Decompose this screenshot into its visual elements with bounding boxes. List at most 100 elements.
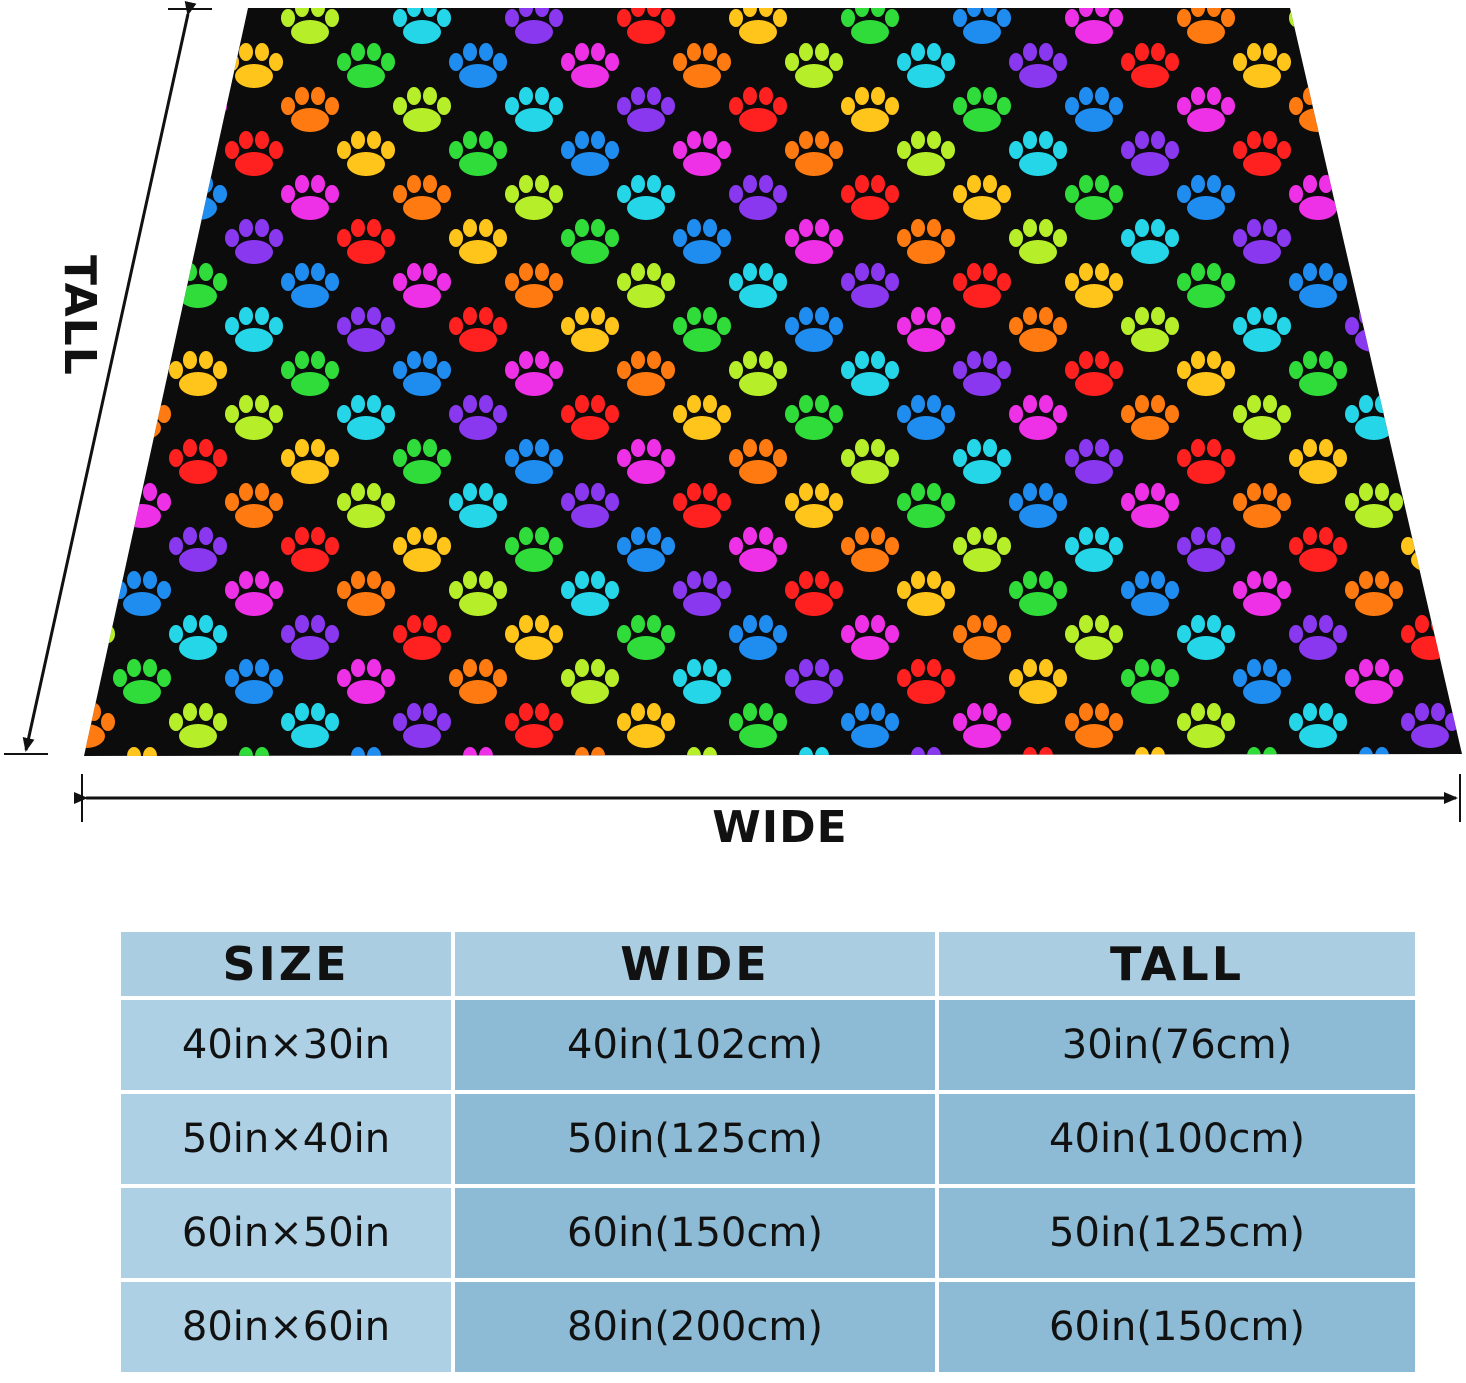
paw-print-icon (1289, 527, 1347, 572)
paw-print-icon (1233, 131, 1291, 176)
paw-print-icon (1121, 43, 1179, 88)
paw-print-icon (561, 131, 619, 176)
paw-print-icon (281, 8, 339, 44)
paw-print-icon (84, 8, 115, 44)
paw-print-icon (953, 175, 1011, 220)
paw-print-icon (1009, 307, 1067, 352)
paw-print-icon (841, 439, 899, 484)
paw-print-icon (505, 175, 563, 220)
paw-print-icon (1401, 439, 1459, 484)
paw-print-icon (1, 483, 59, 528)
paw-print-icon (1457, 405, 1462, 423)
paw-print-icon (673, 307, 731, 352)
paw-print-icon (1009, 571, 1067, 616)
paw-print-icon (281, 615, 339, 660)
paw-print-icon (1233, 395, 1291, 440)
size-cell: 50in×40in (121, 1094, 451, 1184)
paw-print-icon (841, 8, 899, 44)
paw-print-icon (393, 8, 451, 44)
paw-print-icon (1, 307, 59, 352)
paw-print-icon (113, 43, 171, 88)
paw-print-icon (575, 747, 605, 756)
paw-print-icon (1457, 229, 1462, 247)
paw-print-icon (841, 703, 899, 748)
paw-print-icon (505, 527, 563, 572)
paw-print-icon (953, 351, 1011, 396)
paw-print-icon (799, 747, 829, 756)
paw-print-icon (1289, 8, 1347, 44)
paw-print-icon (84, 615, 115, 660)
paw-print-icon (673, 571, 731, 616)
paw-print-icon (953, 615, 1011, 660)
paw-print-icon (1401, 351, 1459, 396)
paw-print-icon (1135, 747, 1165, 756)
paw-print-icon (561, 571, 619, 616)
paw-print-icon (729, 351, 787, 396)
size-cell: 40in×30in (121, 1000, 451, 1090)
paw-print-icon (449, 219, 507, 264)
paw-print-icon (785, 219, 843, 264)
paw-print-icon (225, 395, 283, 440)
paw-print-icon (281, 527, 339, 572)
paw-print-icon (505, 615, 563, 660)
paw-print-icon (225, 571, 283, 616)
paw-print-icon (785, 659, 843, 704)
paw-print-icon (1177, 8, 1235, 44)
paw-print-icon (1065, 527, 1123, 572)
wide-label: WIDE (712, 802, 848, 853)
size-cell: 60in×50in (121, 1188, 451, 1278)
paw-print-icon (1401, 175, 1459, 220)
table-header-row: SIZE WIDE TALL (121, 932, 1415, 996)
tall-cell: 30in(76cm) (939, 1000, 1415, 1090)
paw-print-icon (617, 263, 675, 308)
paw-print-icon (1023, 747, 1053, 756)
paw-print-icon (1, 571, 59, 616)
paw-print-icon (1065, 87, 1123, 132)
paw-print-icon (1457, 53, 1462, 71)
paw-print-icon (449, 571, 507, 616)
paw-print-icon (953, 263, 1011, 308)
wide-cell: 40in(102cm) (455, 1000, 935, 1090)
paw-print-icon (1289, 175, 1347, 220)
paw-print-icon (841, 527, 899, 572)
paw-print-icon (1121, 659, 1179, 704)
paw-print-icon (281, 439, 339, 484)
paw-print-icon (785, 307, 843, 352)
paw-print-icon (1457, 581, 1462, 599)
paw-print-icon (337, 219, 395, 264)
paw-print-icon (561, 659, 619, 704)
paw-print-icon (953, 527, 1011, 572)
tall-cell: 60in(150cm) (939, 1282, 1415, 1372)
paw-print-icon (785, 43, 843, 88)
paw-print-icon (337, 571, 395, 616)
paw-print-icon (1177, 615, 1235, 660)
paw-print-icon (1457, 141, 1462, 159)
paw-print-icon (393, 527, 451, 572)
paw-print-icon (1401, 703, 1459, 748)
paw-print-icon (673, 395, 731, 440)
table-row: 60in×50in 60in(150cm) 50in(125cm) (121, 1188, 1415, 1278)
paw-print-icon (1121, 307, 1179, 352)
paw-print-icon (1065, 8, 1123, 44)
paw-print-icon (337, 43, 395, 88)
paw-print-icon (897, 307, 955, 352)
paw-print-icon (225, 483, 283, 528)
paw-print-icon (1401, 8, 1459, 44)
paw-print-icon (1009, 131, 1067, 176)
paw-print-icon (729, 615, 787, 660)
paw-print-icon (785, 395, 843, 440)
paw-print-icon (1233, 571, 1291, 616)
paw-print-icon (1121, 219, 1179, 264)
paw-print-icon (729, 175, 787, 220)
paw-print-icon (239, 747, 269, 756)
paw-print-icon (617, 439, 675, 484)
paw-print-icon (1177, 175, 1235, 220)
paw-print-icon (225, 659, 283, 704)
paw-print-icon (1009, 395, 1067, 440)
paw-print-icon (1457, 669, 1462, 687)
paw-print-icon (1457, 493, 1462, 511)
paw-print-icon (351, 747, 381, 756)
paw-print-icon (84, 175, 115, 220)
paw-print-icon (225, 131, 283, 176)
paw-print-icon (449, 131, 507, 176)
